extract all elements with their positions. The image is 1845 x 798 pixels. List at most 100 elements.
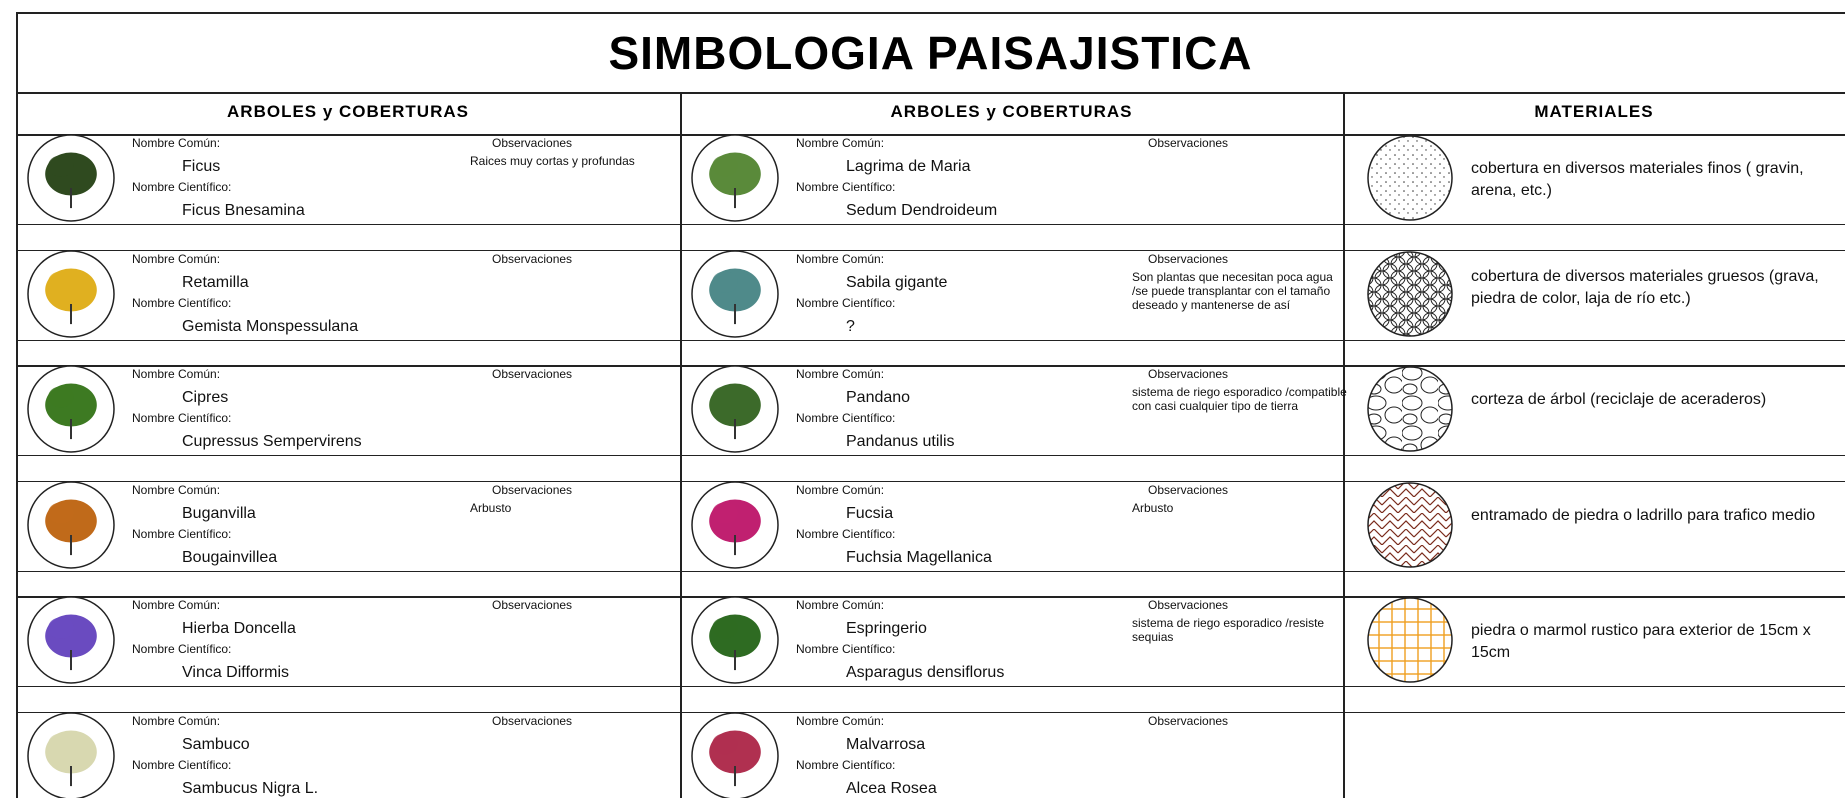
label-scientific: Nombre Científico: <box>132 411 232 425</box>
label-scientific: Nombre Científico: <box>796 642 896 656</box>
label-observations: Observaciones <box>1148 136 1229 150</box>
common-name: Ficus <box>182 158 221 175</box>
material-symbol <box>1367 250 1453 337</box>
column-header: ARBOLES y COBERTURAS <box>890 102 1133 121</box>
label-common: Nombre Común: <box>796 598 885 612</box>
scientific-name: Alcea Rosea <box>846 779 937 797</box>
common-name: Espringerio <box>846 620 927 637</box>
label-common: Nombre Común: <box>796 251 885 266</box>
rule <box>16 711 1845 713</box>
common-name: Fucsia <box>846 504 894 522</box>
common-name: Cipres <box>182 389 229 406</box>
scientific-name: Pandanus utilis <box>846 433 955 450</box>
material-description: entramado de piedra o ladrillo para traf… <box>1471 506 1816 524</box>
label-observations: Observaciones <box>492 598 573 612</box>
material-description: cobertura en diversos materiales finos (… <box>1471 160 1804 199</box>
material-symbol <box>1367 135 1453 221</box>
title: SIMBOLOGIA PAISAJISTICA <box>608 27 1253 79</box>
plant-symbol <box>27 134 115 222</box>
material-description: cobertura de diversos materiales gruesos… <box>1471 267 1819 307</box>
observations: sistema de riego esporadico /compatible … <box>1132 385 1347 413</box>
scientific-name: Cupressus Sempervirens <box>182 433 362 450</box>
label-observations: Observaciones <box>492 251 573 266</box>
label-observations: Observaciones <box>1148 251 1229 266</box>
scientific-name: Sambucus Nigra L. <box>182 779 319 797</box>
plant-symbol <box>27 365 115 453</box>
rule <box>680 92 682 798</box>
label-scientific: Nombre Científico: <box>796 295 896 310</box>
label-observations: Observaciones <box>1148 482 1229 497</box>
label-common: Nombre Común: <box>132 367 221 381</box>
scientific-name: Sedum Dendroideum <box>846 202 998 219</box>
label-common: Nombre Común: <box>796 713 885 728</box>
plant-symbol <box>27 596 115 684</box>
rule <box>16 455 1845 456</box>
scientific-name: Bougainvillea <box>182 548 278 566</box>
label-common: Nombre Común: <box>796 482 885 497</box>
label-common: Nombre Común: <box>132 136 221 150</box>
rule <box>16 224 1845 225</box>
rule <box>16 12 18 798</box>
common-name: Retamilla <box>182 273 249 291</box>
label-scientific: Nombre Científico: <box>796 180 896 194</box>
rule <box>16 12 1845 14</box>
rule <box>16 339 1845 341</box>
rule <box>16 134 1845 136</box>
label-scientific: Nombre Científico: <box>796 411 896 425</box>
common-name: Sabila gigante <box>846 273 948 291</box>
rule <box>16 686 1845 687</box>
label-scientific: Nombre Científico: <box>132 180 232 194</box>
plant-symbol <box>691 249 779 338</box>
label-observations: Observaciones <box>492 136 573 150</box>
plant-symbol <box>27 480 115 569</box>
material-symbol <box>1367 481 1453 568</box>
rule <box>16 570 1845 572</box>
scientific-name: Vinca Difformis <box>182 664 289 681</box>
plant-symbol <box>27 249 115 338</box>
rule <box>16 92 1845 94</box>
rule <box>16 365 1845 367</box>
common-name: Lagrima de Maria <box>846 158 971 175</box>
plant-symbol <box>691 134 779 222</box>
plant-symbol <box>691 711 779 798</box>
plant-symbol <box>27 711 115 798</box>
scientific-name: Asparagus densiflorus <box>846 664 1005 681</box>
column-header: MATERIALES <box>1534 102 1654 121</box>
label-common: Nombre Común: <box>796 136 885 150</box>
label-scientific: Nombre Científico: <box>796 526 896 541</box>
label-common: Nombre Común: <box>796 367 885 381</box>
material-description: piedra o marmol rustico para exterior de… <box>1471 622 1811 661</box>
column-header: ARBOLES y COBERTURAS <box>227 102 469 121</box>
rule <box>16 249 1845 251</box>
observations: Son plantas que necesitan poca agua /se … <box>1132 269 1333 312</box>
rule <box>16 596 1845 598</box>
material-description: corteza de árbol (reciclaje de aceradero… <box>1471 391 1767 408</box>
scientific-name: Fuchsia Magellanica <box>846 548 992 566</box>
label-scientific: Nombre Científico: <box>132 526 232 541</box>
observations: Raices muy cortas y profundas <box>470 154 635 168</box>
material-symbol <box>1367 366 1453 452</box>
observations: Arbusto <box>1132 500 1174 515</box>
rule <box>1343 92 1345 798</box>
common-name: Sambuco <box>182 735 250 753</box>
label-common: Nombre Común: <box>132 598 221 612</box>
label-observations: Observaciones <box>492 482 573 497</box>
plant-symbol <box>691 365 779 453</box>
scientific-name: Ficus Bnesamina <box>182 202 305 219</box>
common-name: Pandano <box>846 389 911 406</box>
label-common: Nombre Común: <box>132 251 221 266</box>
plant-symbol <box>691 480 779 569</box>
rule <box>16 480 1845 482</box>
common-name: Malvarrosa <box>846 735 926 753</box>
common-name: Buganvilla <box>182 504 256 522</box>
scientific-name: Gemista Monspessulana <box>182 317 359 335</box>
observations: sistema de riego esporadico /resiste seq… <box>1132 616 1325 644</box>
label-common: Nombre Común: <box>132 713 221 728</box>
label-common: Nombre Común: <box>132 482 221 497</box>
label-scientific: Nombre Científico: <box>132 295 232 310</box>
label-observations: Observaciones <box>1148 713 1229 728</box>
plant-symbol <box>691 596 779 684</box>
material-symbol <box>1367 597 1453 683</box>
observations: Arbusto <box>470 500 512 515</box>
